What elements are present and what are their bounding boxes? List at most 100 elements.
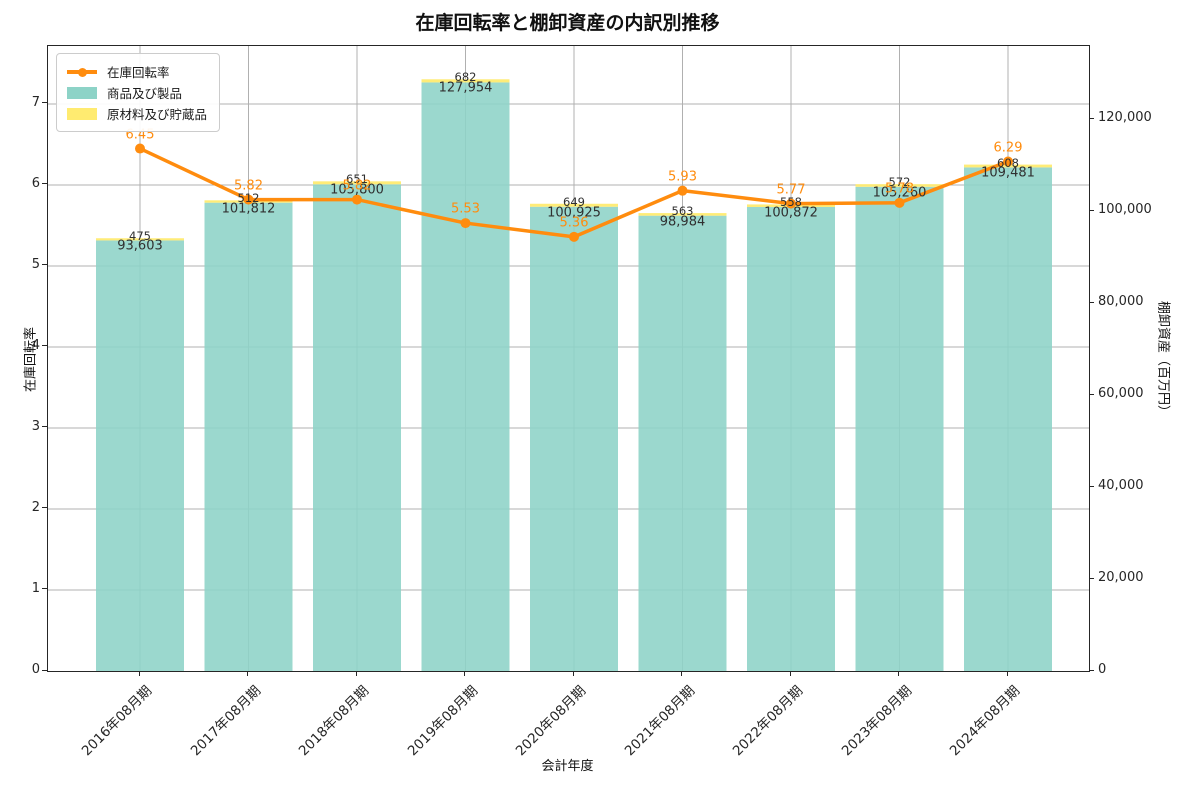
line-point-marker bbox=[352, 194, 362, 205]
x-axis-title: 会計年度 bbox=[541, 759, 594, 774]
axis-tickmark bbox=[789, 671, 791, 676]
axis-tickmark bbox=[42, 426, 47, 428]
bar-label-products: 100,872 bbox=[764, 205, 818, 221]
bar-label-materials: 572 bbox=[888, 175, 911, 190]
line-point-marker bbox=[243, 194, 254, 205]
line-marker-swatch-icon bbox=[67, 66, 97, 78]
yellow-patch-icon bbox=[67, 107, 97, 120]
bar-label-materials: 475 bbox=[129, 229, 151, 244]
axis-tickmark bbox=[42, 507, 47, 509]
axis-tickmark bbox=[1089, 209, 1094, 211]
bar-segment-materials bbox=[855, 184, 944, 187]
bar-segment-products bbox=[530, 206, 618, 671]
bar-segment-products bbox=[747, 206, 835, 671]
line-point-marker bbox=[569, 231, 579, 242]
bar-segment-products bbox=[421, 82, 510, 671]
axis-tickmark bbox=[1089, 669, 1094, 671]
bar-label-materials: 649 bbox=[563, 194, 585, 209]
ytick-right: 0 bbox=[1098, 662, 1107, 677]
line-point-marker bbox=[135, 143, 145, 154]
axis-tickmark bbox=[42, 345, 47, 347]
bar-label-materials: 651 bbox=[346, 172, 368, 187]
line-value-label: 5.53 bbox=[451, 201, 480, 217]
legend-item-products: 商品及び製品 bbox=[67, 82, 207, 103]
bar-label-materials: 563 bbox=[671, 204, 694, 219]
bar-segment-products bbox=[96, 240, 184, 671]
bar-label-products: 98,984 bbox=[659, 214, 706, 230]
legend-label-turnover: 在庫回転率 bbox=[107, 65, 170, 80]
line-point-marker bbox=[894, 197, 905, 208]
axis-tickmark bbox=[355, 671, 357, 676]
axis-tickmark bbox=[572, 671, 574, 676]
line-point-marker bbox=[786, 198, 796, 209]
ytick-left: 1 bbox=[31, 580, 40, 596]
ytick-left: 3 bbox=[31, 418, 40, 434]
bar-segment-materials bbox=[421, 79, 510, 83]
line-point-marker bbox=[460, 218, 471, 229]
legend-item-materials: 原材料及び貯蔵品 bbox=[67, 103, 207, 124]
plot-canvas bbox=[48, 46, 1089, 671]
axis-tickmark bbox=[1089, 393, 1094, 395]
ytick-left: 2 bbox=[31, 499, 40, 515]
ytick-right: 60,000 bbox=[1098, 386, 1144, 401]
ytick-right: 80,000 bbox=[1098, 294, 1144, 309]
legend-label-materials: 原材料及び貯蔵品 bbox=[107, 107, 208, 122]
ytick-right: 100,000 bbox=[1098, 202, 1152, 217]
legend-label-products: 商品及び製品 bbox=[107, 86, 183, 101]
bar-label-products: 109,481 bbox=[981, 165, 1035, 181]
ytick-left: 0 bbox=[31, 662, 40, 677]
line-value-label: 5.77 bbox=[776, 182, 806, 198]
ytick-right: 20,000 bbox=[1098, 570, 1144, 585]
legend-item-turnover: 在庫回転率 bbox=[67, 61, 207, 82]
teal-patch-icon bbox=[67, 86, 97, 99]
axis-tickmark bbox=[1089, 301, 1094, 303]
line-value-label: 5.82 bbox=[342, 178, 372, 194]
line-point-marker bbox=[677, 185, 688, 196]
bar-label-materials: 558 bbox=[780, 195, 802, 210]
axis-tickmark bbox=[1089, 485, 1094, 487]
y-axis-left-title: 在庫回転率 bbox=[23, 327, 39, 393]
bar-segment-products bbox=[855, 186, 944, 671]
axis-tickmark bbox=[464, 671, 465, 676]
axis-tickmark bbox=[1006, 671, 1008, 676]
axis-tickmark bbox=[42, 588, 47, 590]
chart-title: 在庫回転率と棚卸資産の内訳別推移 bbox=[415, 12, 720, 34]
axis-tickmark bbox=[247, 671, 248, 676]
axis-tickmark bbox=[898, 671, 899, 676]
bar-label-products: 100,925 bbox=[547, 205, 601, 221]
bar-label-products: 93,603 bbox=[117, 238, 163, 254]
legend: 在庫回転率 商品及び製品 原材料及び貯蔵品 bbox=[56, 53, 221, 132]
bar-segment-products bbox=[638, 215, 727, 671]
axis-tickmark bbox=[1089, 577, 1094, 579]
axis-tickmark bbox=[42, 102, 47, 104]
line-value-label: 6.29 bbox=[993, 140, 1023, 155]
line-value-label: 5.36 bbox=[559, 215, 589, 231]
bar-label-materials: 608 bbox=[997, 155, 1019, 170]
bar-segment-materials bbox=[530, 203, 618, 207]
line-value-label: 5.93 bbox=[668, 169, 697, 185]
axis-tickmark bbox=[42, 183, 47, 185]
bar-label-materials: 512 bbox=[237, 191, 260, 206]
axis-tickmark bbox=[138, 671, 140, 676]
bar-segment-materials bbox=[638, 213, 727, 216]
bar-segment-products bbox=[204, 202, 293, 671]
axis-tickmark bbox=[42, 669, 47, 671]
ytick-left: 7 bbox=[31, 94, 40, 110]
bar-label-materials: 682 bbox=[454, 70, 477, 85]
bar-label-products: 105,260 bbox=[872, 185, 927, 201]
line-point-marker bbox=[1003, 156, 1013, 167]
axis-tickmark bbox=[42, 264, 47, 266]
bar-segment-materials bbox=[96, 238, 184, 241]
ytick-left: 5 bbox=[31, 256, 40, 272]
ytick-right: 120,000 bbox=[1098, 110, 1152, 125]
plot-area: 475 93,603 512 101,812 651 105,800 682 127,954 6… bbox=[47, 45, 1090, 672]
line-value-label: 5.82 bbox=[234, 178, 263, 194]
bar-segment-products bbox=[313, 184, 401, 671]
ytick-right: 40,000 bbox=[1098, 478, 1144, 493]
axis-tickmark bbox=[1089, 117, 1094, 119]
y-axis-right-title: 棚卸資産（百万円） bbox=[1155, 300, 1171, 418]
ytick-left: 6 bbox=[31, 175, 40, 191]
axis-tickmark bbox=[681, 671, 682, 676]
ytick-left: 4 bbox=[31, 337, 40, 353]
